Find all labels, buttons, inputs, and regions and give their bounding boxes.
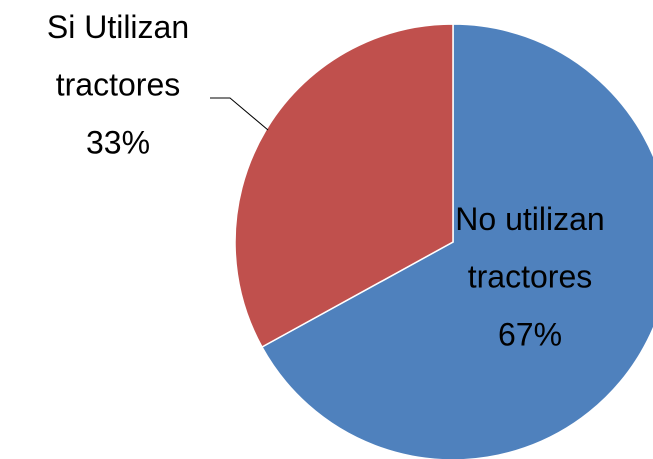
slice-label: No utilizan tractores: [455, 201, 604, 295]
pie-slice: [234, 23, 454, 349]
slice-label: Si Utilizan tractores: [47, 9, 189, 103]
value-label: 33%: [86, 124, 150, 160]
leader-line: [210, 97, 269, 131]
value-label: 67%: [498, 316, 562, 352]
pie-slice: [260, 23, 653, 459]
